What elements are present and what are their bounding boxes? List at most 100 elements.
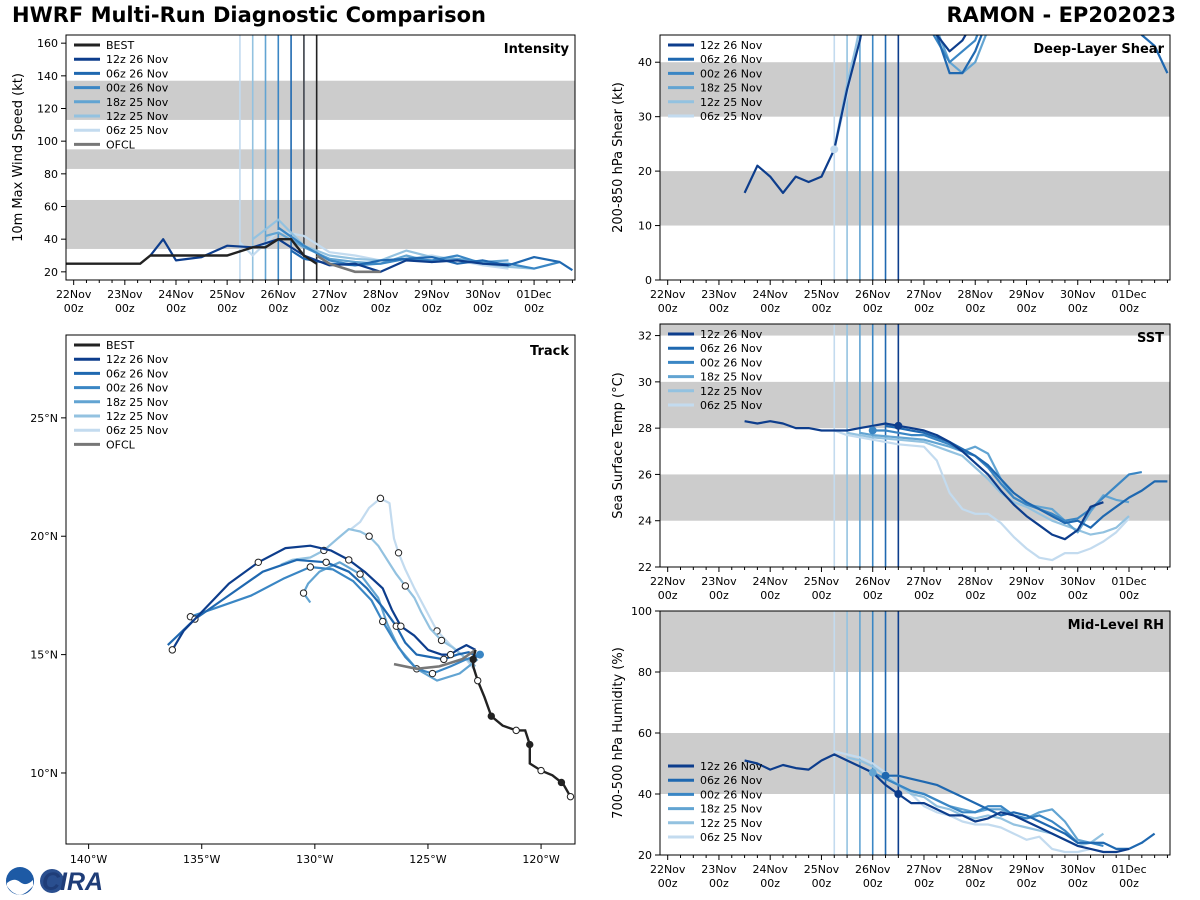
x-tick-sublabel: 00z — [658, 877, 678, 890]
legend-label: 12z 26 Nov — [106, 353, 169, 366]
series-line — [935, 35, 1169, 75]
x-tick-label: 24Nov — [752, 863, 788, 876]
x-tick-sublabel: 00z — [1119, 589, 1139, 602]
series-line — [744, 420, 1104, 541]
track-position-marker — [446, 650, 455, 659]
x-tick-label: 23Nov — [701, 288, 737, 301]
x-tick-label: 01Dec — [516, 288, 551, 301]
series-line — [872, 771, 1104, 847]
threshold-band — [660, 171, 1170, 226]
x-tick-sublabel: 00z — [863, 877, 883, 890]
y-tick-label: 20 — [638, 165, 652, 178]
x-tick-sublabel: 00z — [1017, 877, 1037, 890]
series-line — [937, 35, 988, 75]
x-tick-label: 30Nov — [1060, 575, 1096, 588]
legend-label: 18z 25 Nov — [700, 803, 763, 816]
x-tick-sublabel: 00z — [422, 302, 442, 315]
y-axis-label: 10m Max Wind Speed (kt) — [11, 73, 26, 242]
cira-globe-icon — [40, 869, 64, 893]
page-title: HWRF Multi-Run Diagnostic Comparison — [12, 3, 487, 27]
y-tick-label: 10 — [638, 220, 652, 233]
y-tick-label: 28 — [638, 422, 652, 435]
x-tick-label: 25Nov — [209, 288, 245, 301]
plot-frame — [65, 34, 576, 281]
x-tick-label: 01Dec — [1111, 288, 1146, 301]
x-tick-sublabel: 00z — [914, 589, 934, 602]
forecast-track — [302, 561, 479, 682]
x-tick-sublabel: 00z — [524, 302, 544, 315]
x-tick-sublabel: 00z — [709, 302, 729, 315]
legend-label: 00z 26 Nov — [700, 67, 763, 80]
legend-label: 12z 25 Nov — [700, 817, 763, 830]
x-tick-label: 28Nov — [363, 288, 399, 301]
track-position-marker — [394, 549, 403, 557]
threshold-band — [660, 474, 1170, 521]
x-tick-label: 26Nov — [855, 575, 891, 588]
series-line — [743, 35, 967, 194]
init-point — [894, 790, 903, 798]
x-tick-label: 25Nov — [804, 288, 840, 301]
x-tick-sublabel: 00z — [1119, 302, 1139, 315]
storm-name: RAMON - EP202023 — [946, 3, 1177, 27]
plot-frame — [659, 323, 1171, 568]
panel-title: Intensity — [504, 42, 570, 57]
forecast-track — [350, 497, 477, 672]
x-tick-sublabel: 00z — [914, 302, 934, 315]
y-tick-label: 30 — [638, 111, 652, 124]
x-tick-label: 25Nov — [804, 863, 840, 876]
series-line — [885, 774, 1156, 851]
legend-label: 18z 25 Nov — [106, 96, 169, 109]
x-tick-sublabel: 00z — [812, 302, 832, 315]
forecast-track — [190, 565, 481, 675]
x-tick-label: 22Nov — [650, 288, 686, 301]
x-tick-label: 26Nov — [855, 288, 891, 301]
y-tick-label: 100 — [37, 135, 58, 148]
series-line — [932, 35, 979, 64]
init-point — [868, 426, 877, 435]
track-position-marker — [168, 646, 177, 654]
legend-label: OFCL — [106, 138, 136, 151]
y-tick-label: 32 — [638, 330, 652, 343]
x-tick-sublabel: 00z — [64, 302, 84, 315]
best-track-line — [66, 237, 318, 265]
y-tick-label: 40 — [638, 56, 652, 69]
x-tick-label: 30Nov — [1060, 863, 1096, 876]
x-tick-sublabel: 00z — [760, 302, 780, 315]
legend-label: 06z 25 Nov — [700, 399, 763, 412]
legend-label: 00z 26 Nov — [106, 82, 169, 95]
legend-label: 12z 26 Nov — [700, 39, 763, 52]
x-tick-label: 28Nov — [957, 288, 993, 301]
x-tick-sublabel: 00z — [965, 302, 985, 315]
x-tick-label: 22Nov — [56, 288, 92, 301]
best-track-marker — [557, 778, 566, 787]
best-track-marker — [512, 726, 520, 735]
plot-area — [660, 35, 1170, 280]
x-tick-label: 135°W — [183, 853, 220, 866]
legend-label: 18z 25 Nov — [106, 396, 169, 409]
y-tick-label: 100 — [631, 605, 652, 618]
track-position-marker — [254, 558, 262, 566]
track-position-marker — [440, 655, 448, 664]
legend-label: 06z 26 Nov — [700, 53, 763, 66]
y-tick-label: 80 — [44, 168, 58, 181]
x-tick-label: 30Nov — [465, 288, 501, 301]
forecast-track — [167, 558, 479, 661]
x-tick-label: 22Nov — [650, 863, 686, 876]
legend-label: 18z 25 Nov — [700, 82, 763, 95]
y-tick-label: 0 — [645, 274, 652, 287]
x-tick-label: 29Nov — [1009, 575, 1045, 588]
track-position-marker — [306, 563, 315, 571]
legend-label: 12z 26 Nov — [700, 760, 763, 773]
ofcl-track — [393, 648, 477, 671]
series-line — [833, 429, 1130, 562]
track-position-marker — [437, 636, 446, 645]
y-tick-label: 160 — [37, 37, 58, 50]
legend-label: 12z 26 Nov — [106, 53, 169, 66]
x-tick-label: 25Nov — [804, 575, 840, 588]
track-position-marker — [428, 669, 437, 678]
plot-frame — [65, 334, 576, 845]
y-tick-label: 80 — [638, 666, 652, 679]
